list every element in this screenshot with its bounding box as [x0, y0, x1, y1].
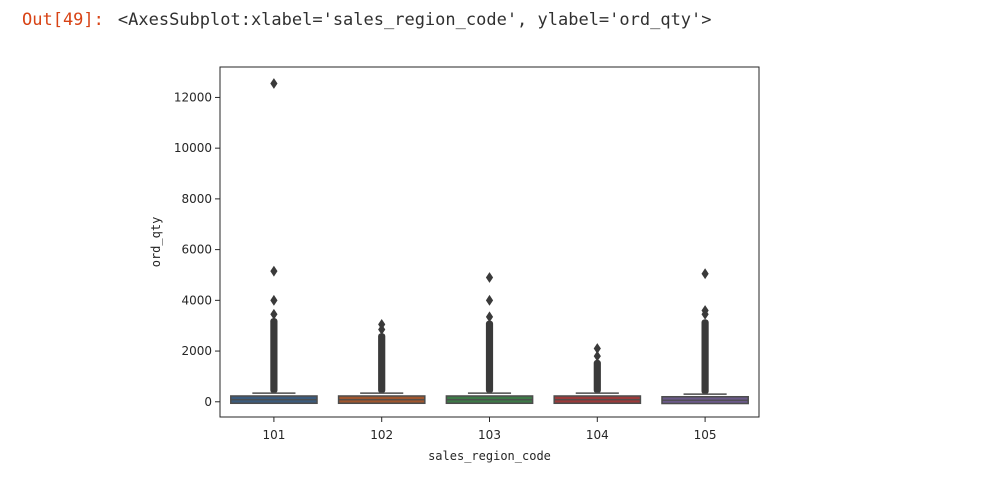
x-tick-label: 103 [478, 428, 501, 442]
y-tick-label: 0 [204, 395, 212, 409]
outlier-point [270, 308, 278, 320]
y-tick-label: 6000 [181, 243, 212, 257]
outlier-cluster [485, 320, 494, 394]
x-tick-label: 101 [262, 428, 285, 442]
x-tick-label: 105 [694, 428, 717, 442]
outlier-point [270, 265, 278, 277]
box-group-105 [661, 268, 749, 405]
outlier-cluster [593, 359, 601, 394]
outlier-point [270, 78, 278, 89]
output-repr: <AxesSubplot:xlabel='sales_region_code',… [117, 10, 712, 30]
box-group-101 [230, 78, 318, 405]
outlier-point [485, 294, 494, 306]
outlier-cluster [378, 333, 386, 394]
y-tick-label: 10000 [174, 141, 212, 155]
y-tick-label: 8000 [181, 192, 212, 206]
y-tick-label: 4000 [181, 293, 212, 307]
x-axis-title: sales_region_code [428, 449, 551, 463]
x-tick-label: 102 [370, 428, 393, 442]
box-group-103 [445, 272, 534, 405]
x-tick-label: 104 [586, 428, 609, 442]
outlier-point [485, 272, 494, 283]
box-group-102 [337, 319, 426, 405]
y-tick-label: 2000 [181, 344, 212, 358]
outlier-cluster [701, 319, 709, 395]
outlier-point [593, 350, 601, 362]
output-line: Out[49]: <AxesSubplot:xlabel='sales_regio… [22, 10, 712, 30]
y-axis-title: ord_qty [149, 217, 163, 268]
outlier-point [701, 268, 709, 280]
box-group-104 [553, 343, 642, 405]
outlier-point [593, 343, 601, 354]
y-tick-label: 12000 [174, 90, 212, 104]
outlier-point [701, 305, 709, 316]
outlier-point [270, 294, 278, 306]
outlier-point [378, 319, 386, 330]
output-prompt: Out[49]: [22, 10, 104, 30]
outlier-cluster [270, 318, 278, 394]
outlier-point [485, 311, 494, 323]
